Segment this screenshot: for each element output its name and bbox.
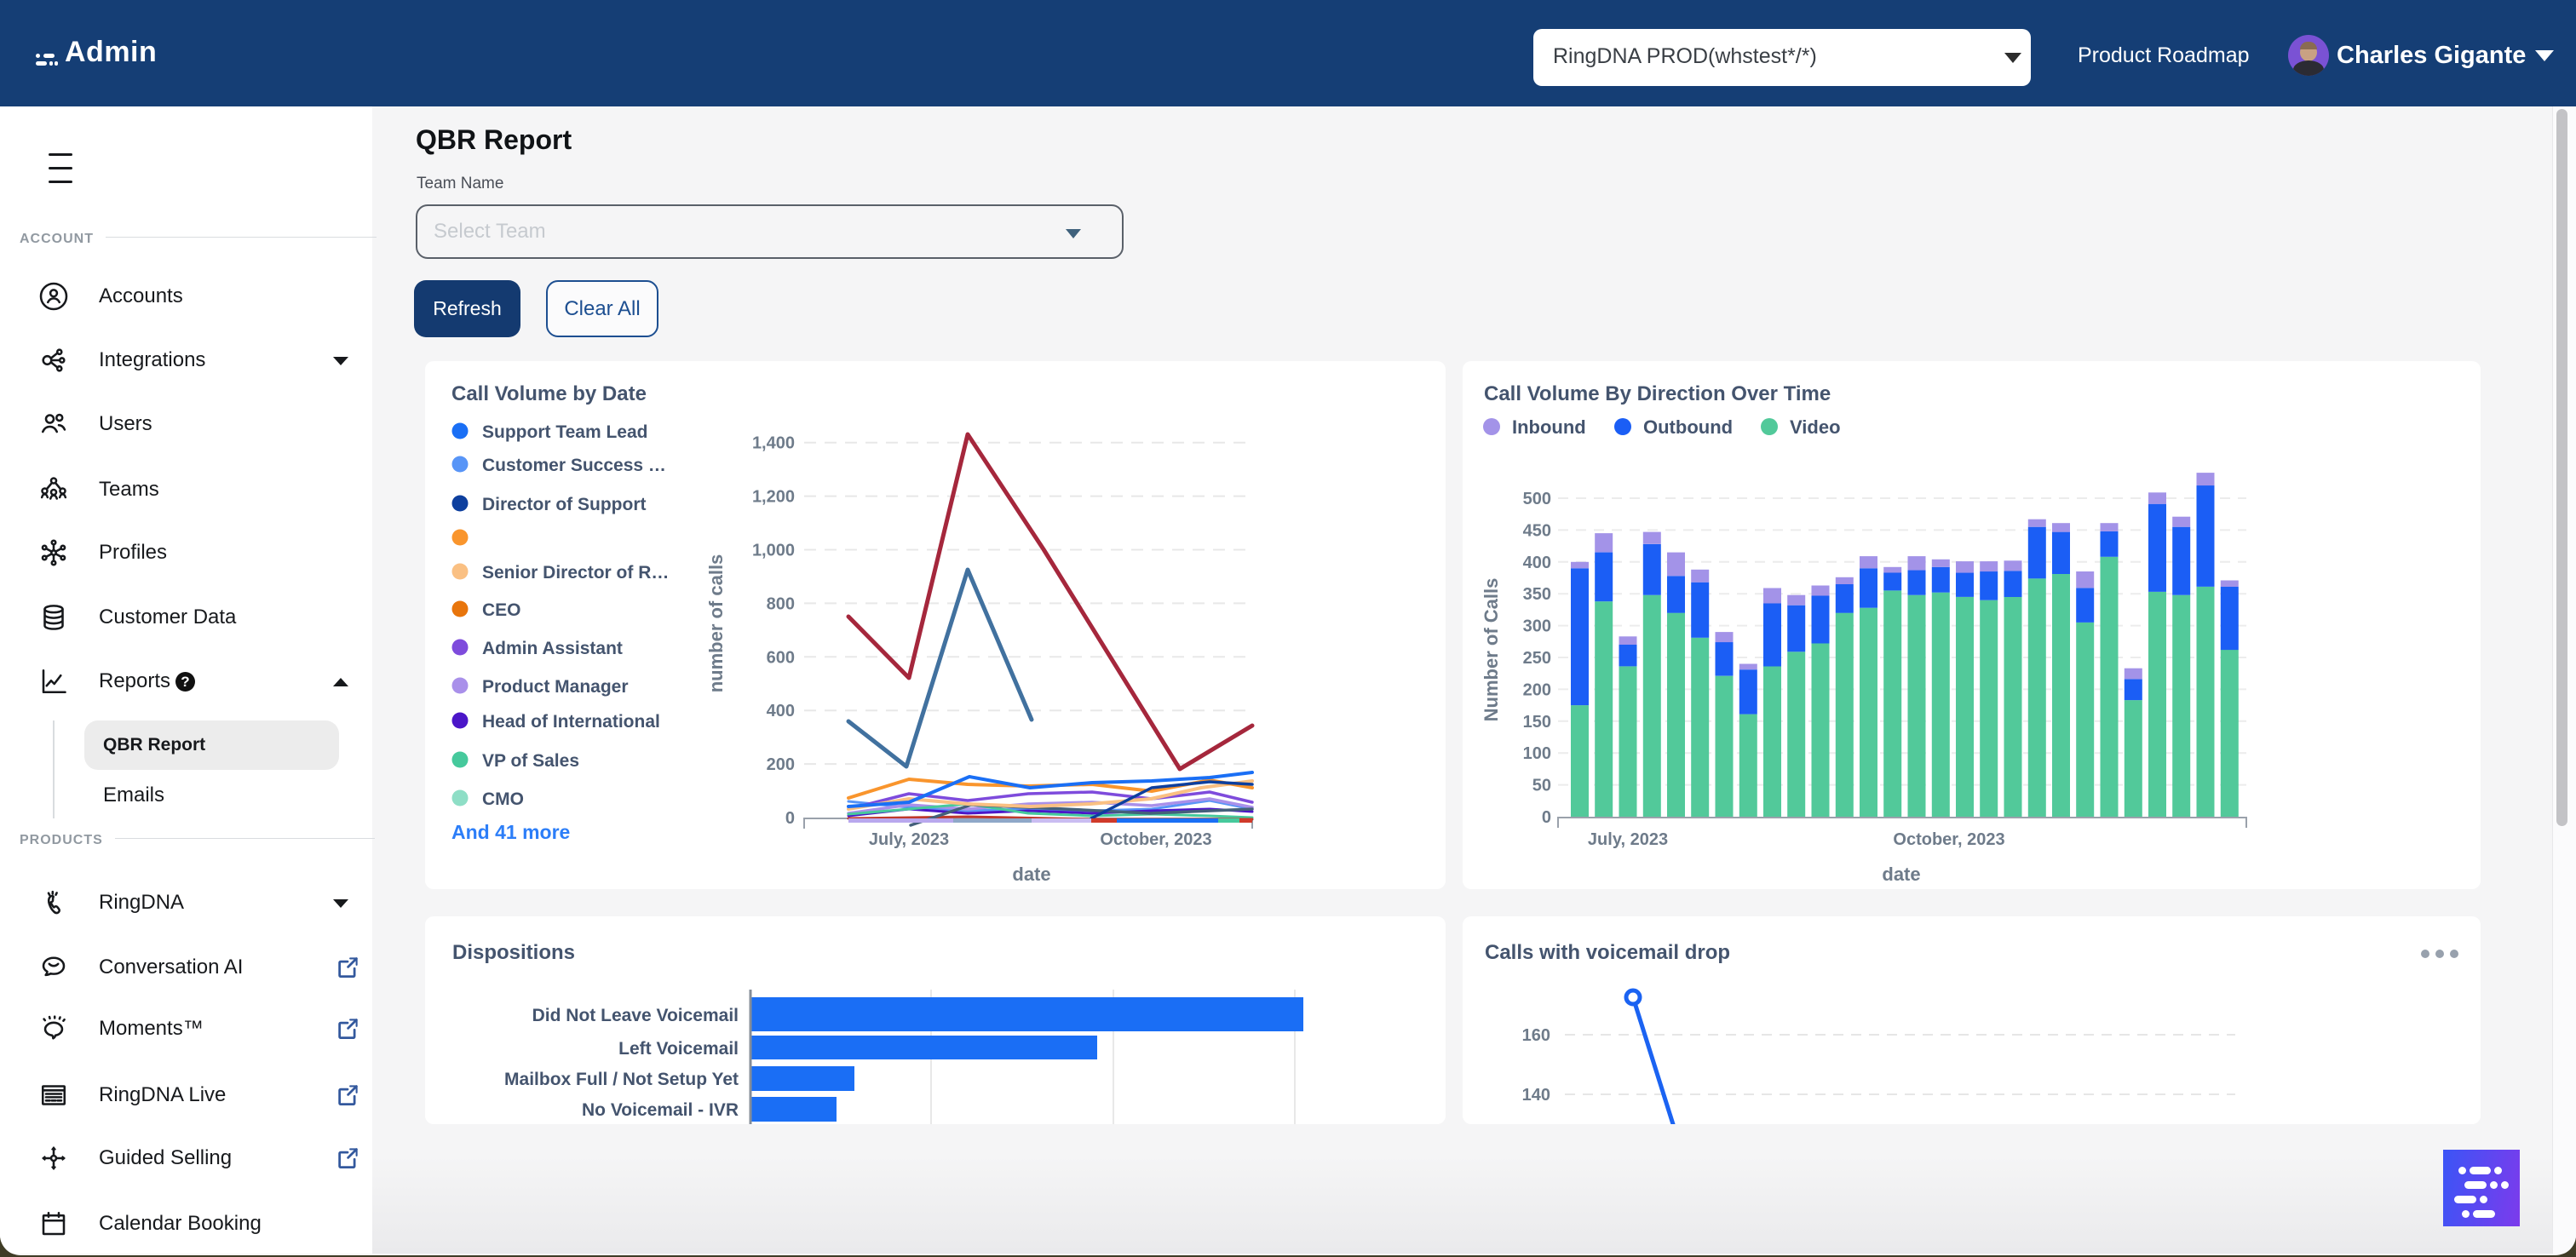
svg-text:150: 150	[1523, 713, 1551, 732]
svg-text:350: 350	[1523, 585, 1551, 604]
svg-text:Senior Director of R…: Senior Director of R…	[482, 563, 669, 583]
svg-text:October, 2023: October, 2023	[1893, 830, 2004, 849]
svg-text:October, 2023: October, 2023	[1100, 830, 1211, 849]
svg-text:date: date	[1882, 864, 1920, 885]
svg-text:Dispositions: Dispositions	[452, 941, 575, 964]
svg-text:250: 250	[1523, 649, 1551, 668]
svg-text:300: 300	[1523, 617, 1551, 636]
svg-text:Admin Assistant: Admin Assistant	[482, 639, 623, 658]
svg-text:number of calls: number of calls	[705, 554, 727, 693]
svg-text:160: 160	[1522, 1026, 1550, 1045]
svg-text:400: 400	[767, 702, 795, 720]
svg-text:Mailbox Full / Not Setup Yet: Mailbox Full / Not Setup Yet	[504, 1070, 739, 1089]
svg-text:1,000: 1,000	[752, 542, 795, 560]
svg-text:And 41 more: And 41 more	[451, 821, 570, 843]
svg-text:400: 400	[1523, 554, 1551, 572]
svg-text:Product Manager: Product Manager	[482, 677, 629, 697]
svg-text:0: 0	[785, 809, 795, 828]
svg-text:50: 50	[1532, 777, 1551, 795]
svg-text:0: 0	[1542, 808, 1551, 827]
svg-text:CMO: CMO	[482, 789, 524, 809]
svg-text:1,200: 1,200	[752, 488, 795, 507]
svg-text:Call Volume By Direction Over: Call Volume By Direction Over Time	[1484, 382, 1831, 405]
svg-text:Support Team Lead: Support Team Lead	[482, 422, 647, 442]
svg-text:800: 800	[767, 594, 795, 613]
svg-text:Director of Support: Director of Support	[482, 495, 647, 514]
svg-text:Inbound: Inbound	[1512, 416, 1586, 438]
svg-text:No Voicemail - IVR: No Voicemail - IVR	[582, 1100, 739, 1120]
svg-text:Left Voicemail: Left Voicemail	[618, 1039, 739, 1059]
svg-text:200: 200	[767, 755, 795, 774]
svg-text:Customer Success …: Customer Success …	[482, 456, 666, 475]
svg-text:July, 2023: July, 2023	[1588, 830, 1668, 849]
svg-text:Call Volume by Date: Call Volume by Date	[451, 382, 647, 405]
svg-text:Video: Video	[1790, 416, 1841, 438]
svg-text:1,400: 1,400	[752, 434, 795, 453]
svg-text:VP of Sales: VP of Sales	[482, 751, 579, 771]
svg-text:140: 140	[1522, 1086, 1550, 1105]
svg-text:Outbound: Outbound	[1643, 416, 1733, 438]
svg-text:Number of Calls: Number of Calls	[1481, 578, 1502, 722]
svg-text:date: date	[1012, 864, 1050, 885]
svg-text:100: 100	[1523, 744, 1551, 763]
svg-text:500: 500	[1523, 490, 1551, 508]
svg-text:Calls with voicemail drop: Calls with voicemail drop	[1485, 941, 1730, 964]
svg-text:Did Not Leave Voicemail: Did Not Leave Voicemail	[532, 1006, 739, 1025]
svg-text:200: 200	[1523, 680, 1551, 699]
svg-text:450: 450	[1523, 521, 1551, 540]
svg-text:Head of International: Head of International	[482, 712, 660, 732]
svg-text:CEO: CEO	[482, 600, 521, 620]
svg-text:600: 600	[767, 648, 795, 667]
svg-text:July, 2023: July, 2023	[869, 830, 949, 849]
